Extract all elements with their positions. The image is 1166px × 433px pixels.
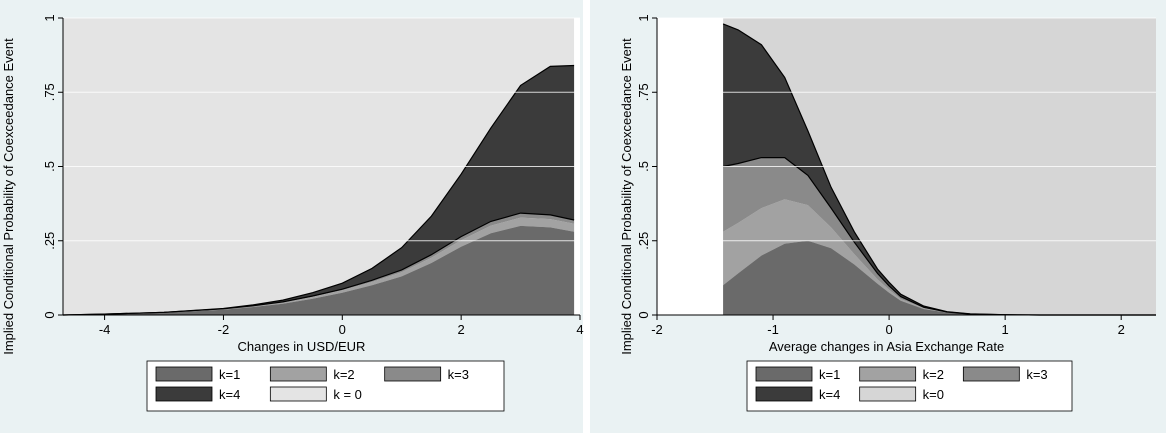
right-y-tick-label: .25 <box>636 232 651 250</box>
right-legend-label-k0: k=0 <box>923 387 944 402</box>
left-legend-key-k1 <box>155 366 213 382</box>
right-area-k4 <box>723 23 1156 316</box>
left-x-tick-label: 0 <box>339 322 346 337</box>
right-legend-key-k2 <box>859 366 917 382</box>
right-legend-label-k2: k=2 <box>923 367 944 382</box>
left-y-tick-label: .25 <box>42 232 57 250</box>
right-y-tick-label: 1 <box>636 14 651 21</box>
left-legend-key-k2 <box>269 366 327 382</box>
left-x-tick-label: 4 <box>576 322 583 337</box>
right-legend-label-k1: k=1 <box>819 367 840 382</box>
left-x-tick-label: 2 <box>458 322 465 337</box>
left-legend-label-k0: k = 0 <box>333 387 362 402</box>
right-chart: 0 .25 .5 .75 1 -2 -1 0 1 2 Average changes in Asia… <box>619 14 1156 412</box>
right-area-k2 <box>723 199 1156 315</box>
left-y-tick-label: 0 <box>42 311 57 318</box>
right-x-tick-label: -2 <box>651 322 663 337</box>
left-legend-key-k4 <box>155 386 213 402</box>
right-x-tick-label: -1 <box>767 322 779 337</box>
left-area-k4 <box>63 65 575 315</box>
right-y-tick-label: 0 <box>636 311 651 318</box>
left-legend-label-k3: k=3 <box>448 367 469 382</box>
right-x-tick-label: 2 <box>1118 322 1125 337</box>
left-y-tick-label: .75 <box>42 83 57 101</box>
left-legend-label-k4: k=4 <box>219 387 240 402</box>
left-y-tick-label: 1 <box>42 14 57 21</box>
left-area-k1 <box>63 225 575 315</box>
right-legend-key-k4 <box>755 386 813 402</box>
left-legend-key-k3 <box>384 366 442 382</box>
right-legend-label-k4: k=4 <box>819 387 840 402</box>
right-legend-label-k3: k=3 <box>1026 367 1047 382</box>
left-legend-key-k0 <box>269 386 327 402</box>
left-x-tick-label: -2 <box>218 322 230 337</box>
right-area-k3 <box>723 157 1156 315</box>
right-y-axis-title: Implied Conditional Probability of Coexc… <box>619 38 634 355</box>
right-y-tick-label: .5 <box>636 161 651 172</box>
right-legend-key-k3 <box>962 366 1020 382</box>
right-x-tick-label: 0 <box>885 322 892 337</box>
right-x-tick-label: 1 <box>1002 322 1009 337</box>
left-chart: 0 .25 .5 .75 1 -4 -2 0 2 4 Changes in USD/EUR Impli… <box>1 14 584 412</box>
right-y-tick-label: .75 <box>636 83 651 101</box>
right-legend-key-k1 <box>755 366 813 382</box>
left-legend-label-k1: k=1 <box>219 367 240 382</box>
left-line-k4 <box>62 64 575 316</box>
left-y-axis-title: Implied Conditional Probability of Coexc… <box>1 38 16 355</box>
right-area-k1 <box>723 240 1156 315</box>
left-x-axis-title: Changes in USD/EUR <box>238 339 366 354</box>
left-y-tick-label: .5 <box>42 161 57 172</box>
left-x-tick-label: -4 <box>99 322 111 337</box>
right-legend-key-k0 <box>859 386 917 402</box>
left-legend-label-k2: k=2 <box>333 367 354 382</box>
right-x-axis-title: Average changes in Asia Exchange Rate <box>769 339 1004 354</box>
